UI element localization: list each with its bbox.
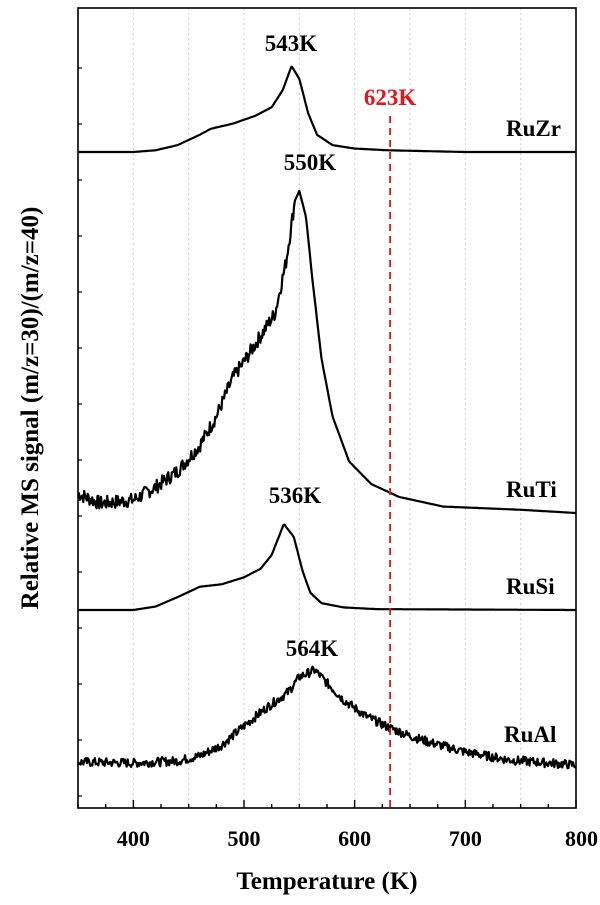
series-ruzr	[77, 65, 576, 154]
peak-label: 564K	[286, 636, 339, 661]
peak-label: 543K	[265, 31, 318, 56]
x-tick-label: 800	[565, 826, 598, 851]
labels-group: RuZr 543K RuTi 550K RuSi 536K RuAl 564K	[265, 31, 561, 747]
x-tick-label: 500	[228, 826, 261, 851]
series-label: RuTi	[506, 477, 557, 502]
series-rual	[76, 665, 576, 770]
y-axis-title: Relative MS signal (m/z=30)/(m/z=40)	[17, 207, 44, 610]
reference-group: 623K	[364, 85, 417, 808]
reference-label: 623K	[364, 85, 417, 110]
grid-lines	[132, 8, 522, 808]
series-label: RuZr	[506, 116, 561, 141]
x-tick-label: 600	[338, 826, 371, 851]
plot-frame	[77, 7, 577, 809]
x-axis-title: Temperature (K)	[236, 868, 417, 895]
axis-ticks: 400 500 600 700 800	[77, 67, 598, 851]
series-label: RuSi	[506, 574, 555, 599]
curves-group	[76, 65, 576, 770]
series-rusi	[77, 523, 576, 612]
x-tick-label: 700	[449, 826, 482, 851]
x-tick-label: 400	[117, 826, 150, 851]
series-label: RuAl	[504, 722, 556, 747]
peak-label: 536K	[269, 483, 322, 508]
peak-label: 550K	[284, 150, 337, 175]
series-ruti	[77, 189, 576, 515]
